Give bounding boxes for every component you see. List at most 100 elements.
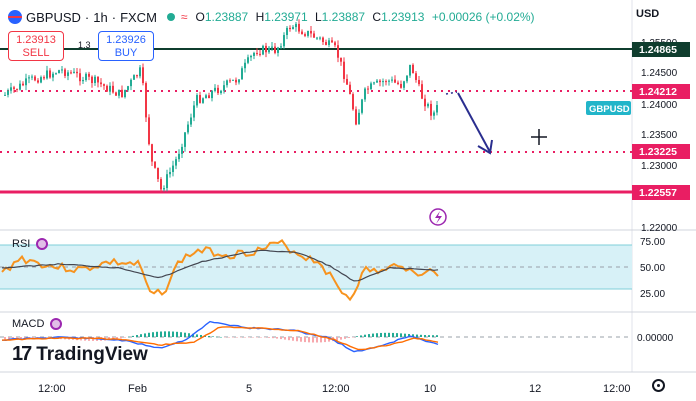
macd-hist-bar: [372, 333, 374, 337]
candle-body: [283, 35, 285, 47]
macd-hist-bar: [212, 336, 214, 337]
macd-hist-bar: [408, 333, 410, 337]
macd-hist-bar: [332, 337, 334, 342]
macd-visibility-icon[interactable]: [50, 318, 63, 330]
macd-hist-bar: [20, 337, 22, 340]
candle-body: [418, 79, 420, 85]
gbpusd-flag-icon: [8, 10, 22, 24]
candle-body: [178, 153, 180, 160]
macd-hist-bar: [272, 337, 274, 339]
candle-body: [250, 55, 252, 58]
macd-hist-bar: [180, 332, 182, 337]
candle-body: [373, 82, 375, 84]
macd-hist-bar: [4, 337, 6, 340]
candle-body: [37, 80, 39, 83]
tradingview-logo: 17 TradingView: [12, 343, 148, 365]
rsi-visibility-icon[interactable]: [36, 238, 49, 250]
candle-body: [25, 78, 27, 86]
candle-body: [190, 117, 192, 125]
projection-arrow[interactable]: [457, 92, 491, 153]
candle-body: [16, 88, 18, 90]
candle-body: [382, 81, 384, 83]
candle-body: [169, 171, 171, 175]
candle-body: [151, 144, 153, 162]
candle-body: [400, 83, 402, 88]
candle-body: [340, 57, 342, 62]
candle-body: [223, 85, 225, 91]
candle-body: [424, 98, 426, 107]
macd-hist-bar: [200, 334, 202, 337]
candle-body: [202, 98, 204, 103]
candle-body: [265, 45, 267, 53]
macd-hist-bar: [268, 337, 270, 338]
candle-body: [274, 46, 276, 53]
candle-body: [94, 76, 96, 84]
candle-body: [253, 52, 255, 56]
macd-hist-bar: [248, 337, 250, 338]
rsi-level: 75.00: [640, 237, 665, 248]
buy-button[interactable]: 1.23926 BUY: [98, 31, 154, 61]
currency-button[interactable]: USD: [636, 8, 660, 20]
rsi-band: [0, 245, 632, 289]
candle-body: [61, 69, 63, 71]
macd-hist-bar: [392, 332, 394, 337]
price-tick: 1.24500: [641, 68, 678, 79]
candle-body: [403, 81, 405, 88]
candle-body: [70, 72, 72, 74]
macd-histogram: [4, 331, 438, 343]
candle-body: [346, 78, 348, 85]
interval-label[interactable]: 1h: [93, 9, 108, 25]
price-axis[interactable]: 1.25500 1.24500 1.24000 1.23500 1.23000 …: [641, 38, 678, 234]
symbol-tag: [586, 101, 631, 115]
candle-body: [67, 72, 69, 76]
macd-hist-bar: [72, 337, 74, 340]
macd-hist-bar: [252, 337, 254, 338]
price-tag-level: [632, 84, 690, 99]
candle-body: [235, 79, 237, 83]
candle-body: [376, 80, 378, 83]
candle-body: [385, 81, 387, 83]
candle-body: [13, 87, 15, 89]
candle-body: [277, 47, 279, 53]
time-axis[interactable]: 12:00 Feb 5 12:00 10 12 12:00: [38, 383, 631, 395]
candle-body: [247, 57, 249, 63]
candle-body: [262, 45, 264, 55]
rsi-level: 25.00: [640, 289, 665, 300]
macd-hist-bar: [32, 337, 34, 340]
candle-body: [19, 83, 21, 90]
settings-gear-icon[interactable]: [652, 379, 665, 392]
candle-body: [349, 84, 351, 95]
candle-body: [28, 77, 30, 79]
candle-body: [115, 92, 117, 96]
symbol-name[interactable]: GBPUSD: [26, 9, 81, 25]
arrow-head-icon: [477, 139, 493, 155]
candle-body: [433, 112, 435, 116]
market-open-icon: [166, 13, 175, 21]
macd-hist-bar: [340, 337, 342, 340]
candle-body: [142, 67, 144, 84]
macd-hist-bar: [308, 337, 310, 343]
sell-button[interactable]: 1.23913 SELL: [8, 31, 64, 61]
macd-hist-bar: [300, 337, 302, 342]
candle-body: [292, 27, 294, 30]
candle-body: [412, 64, 414, 74]
macd-hist-bar: [100, 337, 102, 341]
macd-hist-bar: [164, 331, 166, 337]
macd-hist-bar: [156, 331, 158, 337]
candle-body: [40, 77, 42, 83]
macd-title[interactable]: MACD: [12, 318, 63, 330]
macd-hist-bar: [324, 337, 326, 343]
separator-dot: ·: [111, 9, 117, 25]
macd-hist-bar: [148, 332, 150, 337]
macd-hist-bar: [224, 337, 226, 338]
candle-body: [310, 30, 312, 34]
candle-body: [112, 85, 114, 93]
sell-label: SELL: [22, 47, 50, 59]
candle-body: [307, 30, 309, 36]
buy-price: 1.23926: [106, 34, 146, 46]
price-tag-label: 1.24212: [639, 86, 677, 98]
event-lightning-icon[interactable]: [429, 208, 447, 226]
sell-price: 1.23913: [16, 34, 56, 46]
candle-body: [205, 95, 207, 99]
rsi-title[interactable]: RSI: [12, 238, 49, 250]
